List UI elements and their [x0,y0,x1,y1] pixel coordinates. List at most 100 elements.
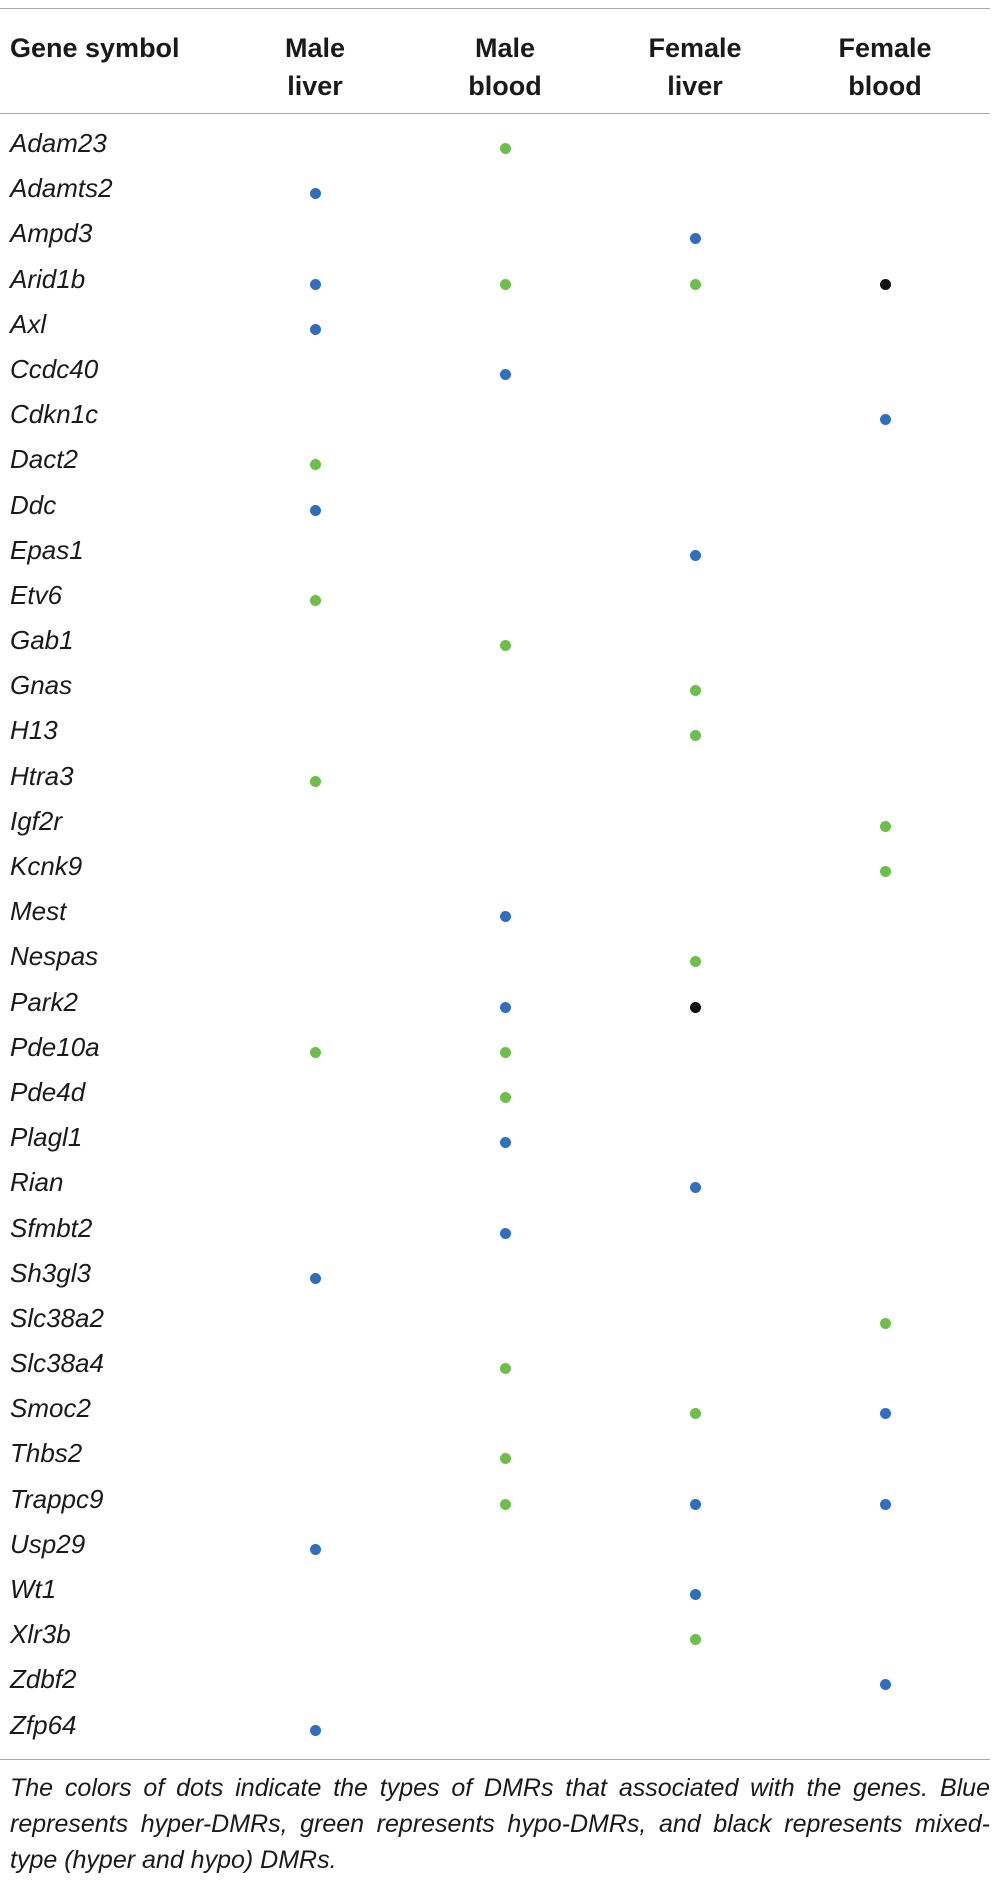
hypo-dmr-dot [689,956,701,968]
hyper-dmr-dot [879,1498,891,1510]
table-row: Mest [0,894,990,939]
gene-symbol-cell: Htra3 [10,760,74,791]
table-row: Thbs2 [0,1436,990,1481]
hyper-dmr-dot [499,1137,511,1149]
hypo-dmr-dot [309,775,321,787]
hyper-dmr-dot [689,233,701,245]
table-row: Ccdc40 [0,352,990,397]
hypo-dmr-dot [689,685,701,697]
gene-symbol-cell: Thbs2 [10,1438,83,1469]
table-header: Gene symbol Male liver Male blood Female… [0,8,990,113]
header-male-blood-line2: blood [468,71,542,101]
table-row: Adam23 [0,126,990,171]
header-male-liver-line1: Male [284,33,346,63]
table-row: Gnas [0,668,990,713]
hypo-dmr-dot [499,143,511,154]
hyper-dmr-dot [689,549,701,561]
hypo-dmr-dot [499,1453,511,1465]
gene-symbol-cell: Gnas [10,670,73,701]
table-row: Slc38a2 [0,1301,990,1346]
hyper-dmr-dot [499,1227,511,1239]
hyper-dmr-dot [689,1498,701,1510]
hypo-dmr-dot [689,1634,701,1646]
hyper-dmr-dot [309,1272,321,1284]
header-female-liver-line1: Female [648,33,742,63]
hypo-dmr-dot [499,1046,511,1058]
table-row: Gab1 [0,623,990,668]
header-female-blood-line2: blood [848,71,922,101]
header-male-blood-line1: Male [474,33,536,63]
gene-symbol-cell: Zfp64 [10,1709,77,1740]
gene-symbol-cell: Igf2r [10,805,63,836]
gene-symbol-cell: Ccdc40 [10,353,99,384]
table-row: Arid1b [0,262,990,307]
table-row: Xlr3b [0,1617,990,1662]
gene-symbol-cell: Gab1 [10,625,74,656]
hyper-dmr-dot [309,323,321,335]
gene-symbol-cell: Arid1b [10,263,86,294]
table-row: Wt1 [0,1572,990,1617]
hypo-dmr-dot [879,866,891,877]
gene-symbol-cell: H13 [10,715,58,746]
gene-symbol-cell: Epas1 [10,534,84,565]
gene-symbol-cell: Kcnk9 [10,851,83,881]
gene-symbol-cell: Dact2 [10,444,78,475]
table-row: Trappc9 [0,1482,990,1527]
hypo-dmr-dot [499,640,511,652]
table-row: Plagl1 [0,1120,990,1165]
table-row: Pde4d [0,1075,990,1120]
table-row: Kcnk9 [0,849,990,894]
mixed-dmr-dot [689,1001,701,1013]
hyper-dmr-dot [689,1589,701,1600]
table-row: Park2 [0,985,990,1030]
table-row: Slc38a4 [0,1346,990,1391]
hypo-dmr-dot [499,1363,511,1375]
gene-symbol-cell: Mest [10,896,67,927]
table-bottom-rule [0,1759,990,1760]
table-row: Dact2 [0,442,990,487]
table-row: Smoc2 [0,1391,990,1436]
table-top-rule [0,8,990,9]
gene-symbol-cell: Smoc2 [10,1393,91,1424]
hypo-dmr-dot [309,459,321,471]
table-row: Axl [0,307,990,352]
hypo-dmr-dot [879,820,891,832]
header-gene-symbol: Gene symbol [10,33,180,63]
hypo-dmr-dot [879,1317,891,1329]
gene-symbol-cell: Sh3gl3 [10,1257,91,1288]
table-row: Zfp64 [0,1708,990,1753]
hyper-dmr-dot [879,1408,891,1420]
hyper-dmr-dot [499,1001,511,1013]
header-male-blood: Male blood [420,29,590,105]
hyper-dmr-dot [309,278,321,290]
hypo-dmr-dot [309,1046,321,1058]
gene-symbol-cell: Etv6 [10,579,63,610]
gene-symbol-cell: Trappc9 [10,1483,104,1514]
header-male-liver: Male liver [230,29,400,105]
hypo-dmr-dot [499,1498,511,1510]
table-row: Sh3gl3 [0,1256,990,1301]
gene-symbol-cell: Adam23 [10,128,107,158]
mixed-dmr-dot [879,278,891,290]
gene-symbol-cell: Zdbf2 [10,1664,77,1695]
gene-symbol-cell: Park2 [10,986,78,1017]
table-footnote: The colors of dots indicate the types of… [10,1774,990,1874]
gene-symbol-cell: Rian [10,1167,64,1198]
hyper-dmr-dot [499,911,511,923]
table-row: Nespas [0,939,990,984]
hyper-dmr-dot [499,368,511,380]
hypo-dmr-dot [499,278,511,290]
hypo-dmr-dot [499,1091,511,1103]
gene-symbol-cell: Pde10a [10,1031,100,1062]
header-female-blood-line1: Female [838,33,932,63]
gene-symbol-cell: Sfmbt2 [10,1212,93,1243]
table-row: Rian [0,1165,990,1210]
table-row: Adamts2 [0,171,990,216]
gene-symbol-cell: Plagl1 [10,1122,83,1153]
table-row: Zdbf2 [0,1662,990,1707]
table-row: H13 [0,713,990,758]
hyper-dmr-dot [309,1724,321,1736]
hyper-dmr-dot [879,1679,891,1691]
header-male-liver-line2: liver [287,71,343,101]
hyper-dmr-dot [689,1182,701,1194]
